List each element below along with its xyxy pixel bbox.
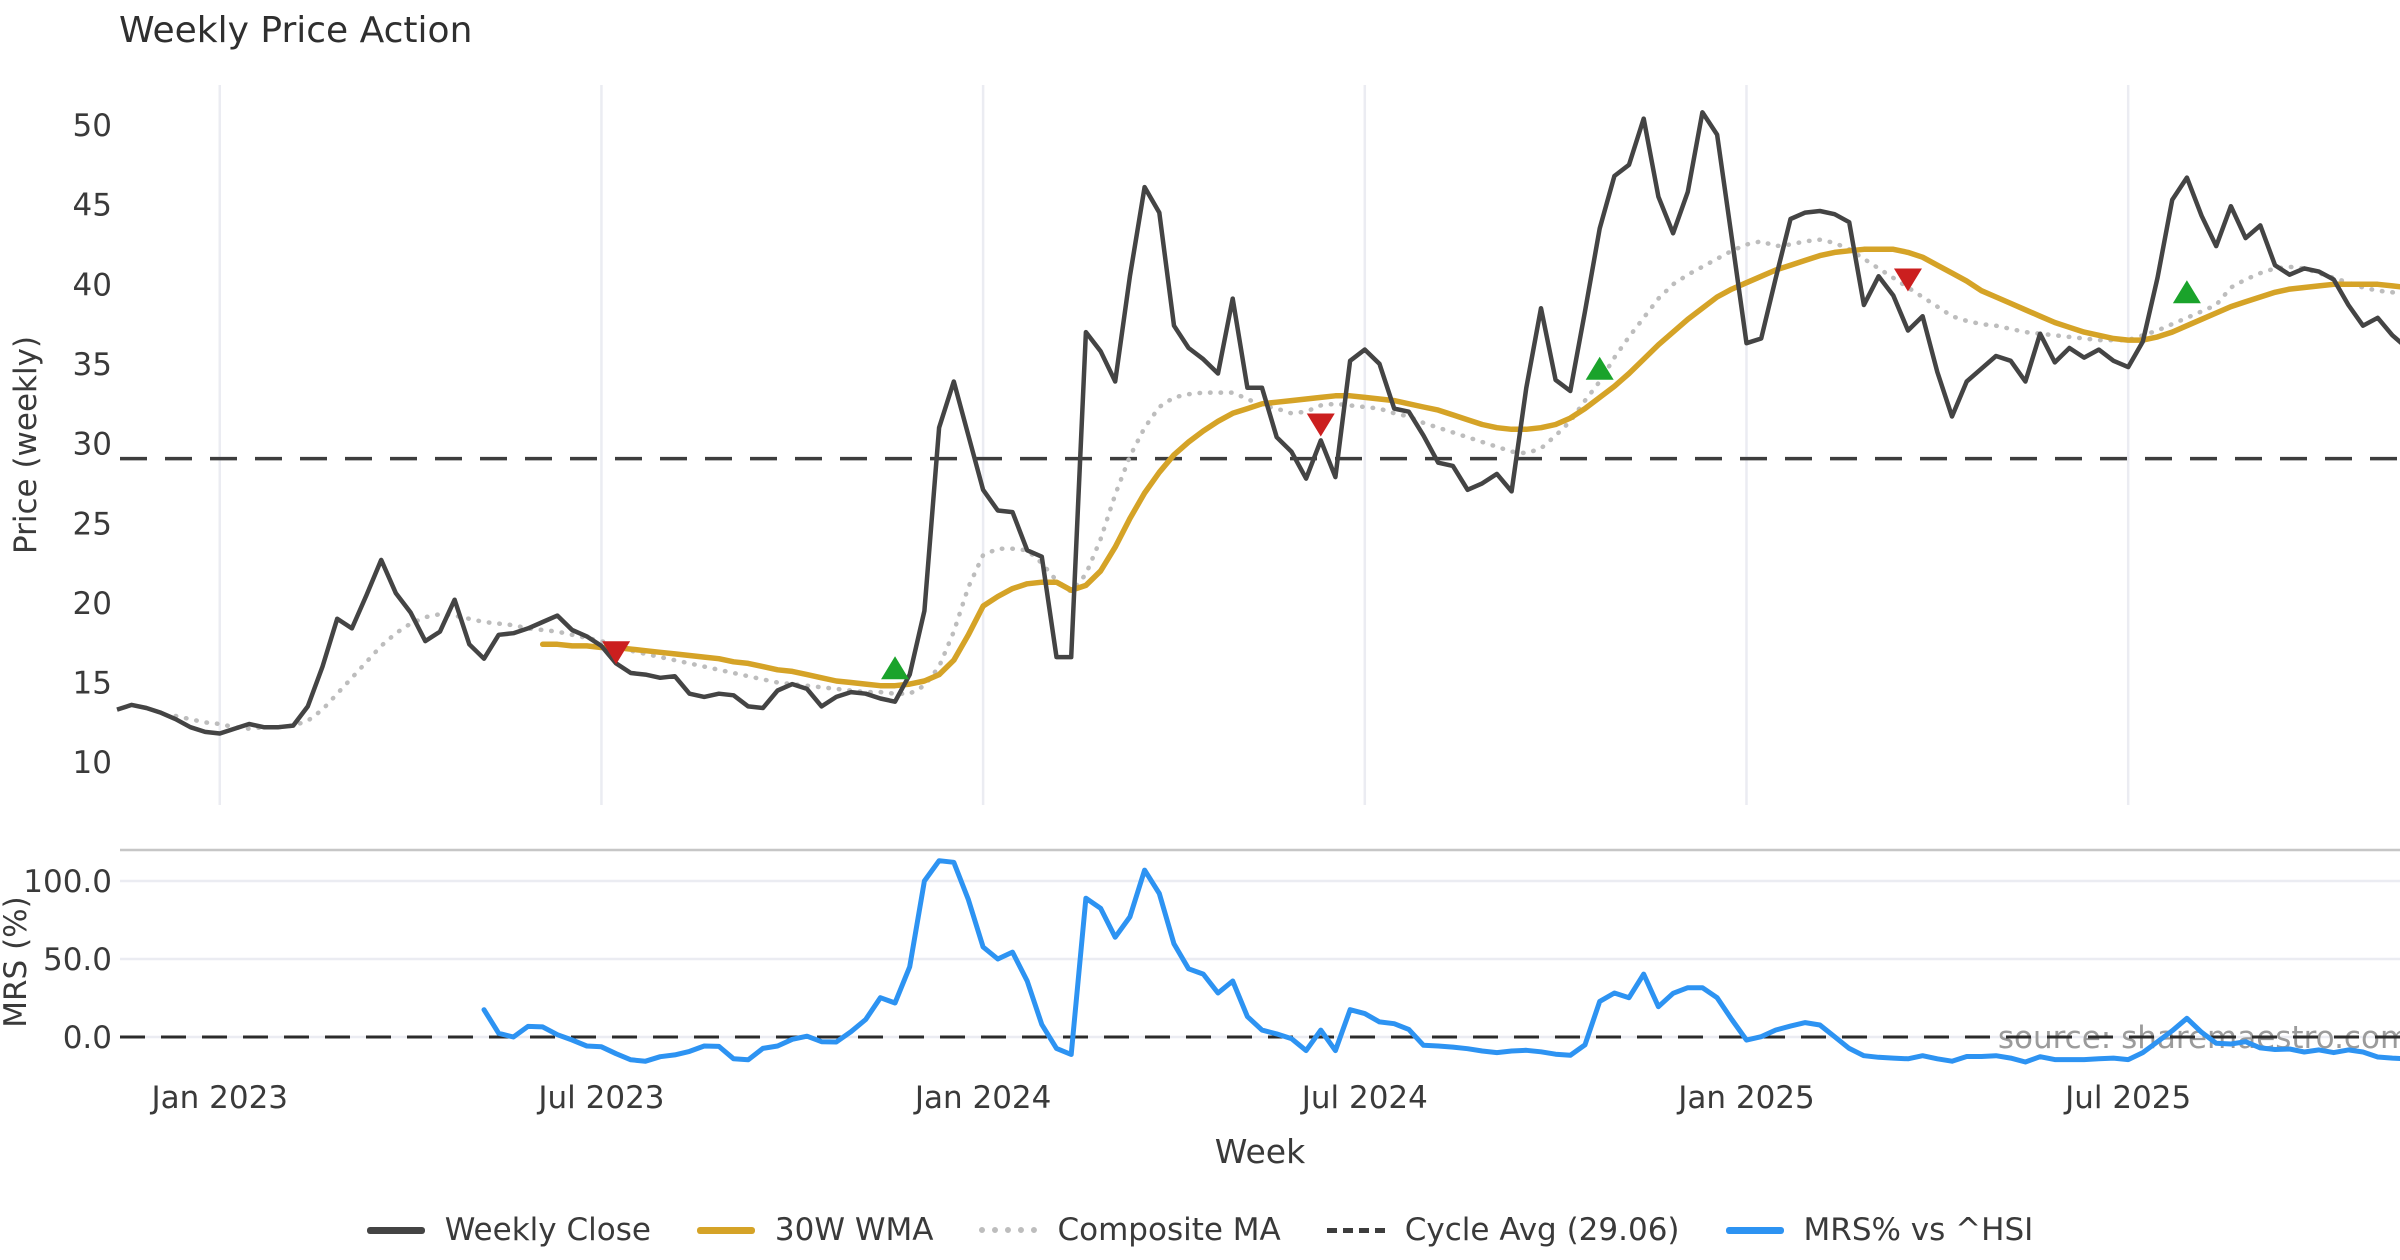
legend-swatch	[1326, 1227, 1385, 1233]
legend-item-weekly-close: Weekly Close	[366, 1212, 651, 1248]
x-tick-label: Jul 2025	[2063, 1080, 2191, 1116]
x-tick-label: Jul 2023	[536, 1080, 664, 1116]
x-tick-label: Jan 2024	[913, 1080, 1052, 1116]
price-y-axis-label: Price (weekly)	[8, 336, 44, 554]
legend-label: Cycle Avg (29.06)	[1404, 1212, 1680, 1248]
x-tick-label: Jan 2023	[149, 1080, 288, 1116]
wma-line	[539, 246, 2400, 689]
buy-marker	[2172, 280, 2201, 304]
legend-swatch	[366, 1226, 425, 1234]
price-panel	[116, 110, 2400, 736]
x-axis-label: Week	[1215, 1132, 1306, 1171]
legend-item-cycle-avg-29-06-: Cycle Avg (29.06)	[1326, 1212, 1680, 1248]
price-tick-label: 40	[73, 267, 112, 303]
price-tick-label: 25	[73, 506, 112, 542]
mrs-y-axis-label: MRS (%)	[0, 896, 34, 1027]
price-tick-label: 10	[73, 745, 112, 781]
buy-marker	[1585, 356, 1614, 380]
mrs-tick-label: 0.0	[63, 1020, 112, 1056]
x-tick-label: Jul 2024	[1300, 1080, 1428, 1116]
price-tick-label: 30	[73, 427, 112, 463]
weekly-close-line	[116, 110, 2400, 736]
legend-item-30w-wma: 30W WMA	[696, 1212, 934, 1248]
legend-swatch	[696, 1226, 755, 1234]
price-tick-label: 20	[73, 586, 112, 622]
mrs-line	[481, 858, 2400, 1065]
legend-swatch	[1725, 1226, 1784, 1234]
legend: Weekly Close 30W WMA Composite MA Cycle Avg…	[0, 1202, 2400, 1258]
mrs-panel: source: sharemaestro.com	[120, 848, 2400, 1065]
price-tick-label: 15	[73, 666, 112, 702]
sell-marker	[1893, 268, 1922, 292]
legend-label: Composite MA	[1057, 1212, 1281, 1248]
price-tick-label: 50	[73, 108, 112, 144]
axis-tick-labels: 50 45 40 35 30 25 20 15 10 100.0 50.0 0.0 Jan 2023 Ju…	[23, 108, 2191, 1116]
composite-ma-line	[173, 237, 2400, 731]
sell-marker	[602, 641, 631, 665]
legend-swatch	[979, 1227, 1038, 1233]
legend-item-composite-ma: Composite MA	[979, 1212, 1281, 1248]
mrs-tick-label: 50.0	[43, 942, 112, 978]
price-tick-label: 45	[73, 188, 112, 224]
chart-title: Weekly Price Action	[119, 10, 472, 51]
legend-label: Weekly Close	[444, 1212, 651, 1248]
x-tick-label: Jan 2025	[1676, 1080, 1815, 1116]
legend-label: 30W WMA	[774, 1212, 934, 1248]
legend-item-mrs-vs-hsi: MRS% vs ^HSI	[1725, 1212, 2034, 1248]
price-tick-label: 35	[73, 347, 112, 383]
mrs-tick-label: 100.0	[23, 864, 112, 900]
legend-label: MRS% vs ^HSI	[1803, 1212, 2034, 1248]
sell-marker	[1306, 413, 1335, 437]
buy-marker	[881, 656, 910, 680]
gridlines	[218, 85, 2130, 805]
